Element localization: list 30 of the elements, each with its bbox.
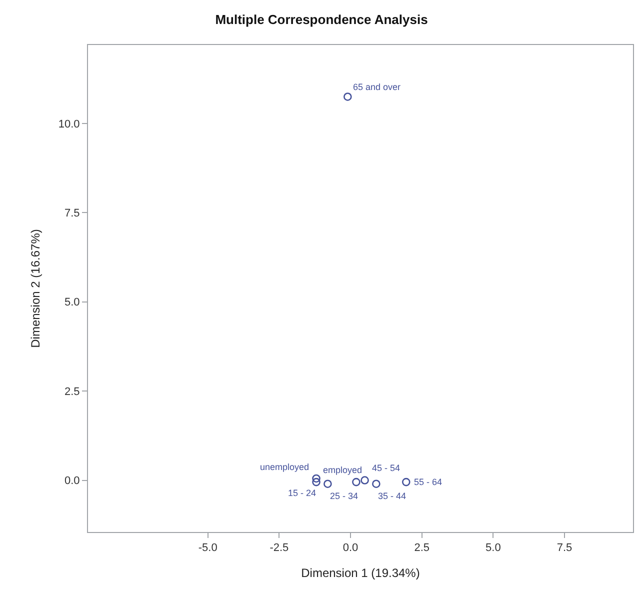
annotation: 15 - 24 xyxy=(288,488,316,498)
point xyxy=(402,478,410,486)
x-tick-label: 7.5 xyxy=(556,542,572,554)
point xyxy=(360,476,369,484)
x-tick-label: 5.0 xyxy=(486,542,501,554)
y-tick-label: 2.5 xyxy=(64,386,80,398)
y-tick-label: 5.0 xyxy=(64,296,80,309)
annotation: 55 - 64 xyxy=(414,477,442,487)
x-axis-title: Dimension 1 (19.34%) xyxy=(301,566,420,580)
y-tick-label: 10.0 xyxy=(58,118,80,130)
y-tick-label: 0.0 xyxy=(64,475,80,488)
x-tick-label: 2.5 xyxy=(414,542,430,554)
y-axis-title: Dimension 2 (16.67%) xyxy=(28,229,43,348)
point xyxy=(312,474,320,483)
chart-title: Multiple Correspondence Analysis xyxy=(215,12,428,28)
x-tick-label: -5.0 xyxy=(198,542,218,554)
point xyxy=(372,480,380,488)
point xyxy=(344,92,352,101)
annotation: employed xyxy=(323,465,362,475)
point xyxy=(324,480,332,488)
annotation: unemployed xyxy=(260,462,310,472)
x-tick-label: -2.5 xyxy=(270,542,289,554)
annotation: 45 - 54 xyxy=(372,463,400,473)
annotation: 25 - 34 xyxy=(330,491,358,501)
annotation: 35 - 44 xyxy=(378,491,406,501)
point xyxy=(312,478,320,486)
y-tick-label: 7.5 xyxy=(64,208,80,220)
point xyxy=(352,478,360,486)
x-tick-label: 0.0 xyxy=(342,542,358,554)
annotation: 65 and over xyxy=(353,82,401,92)
